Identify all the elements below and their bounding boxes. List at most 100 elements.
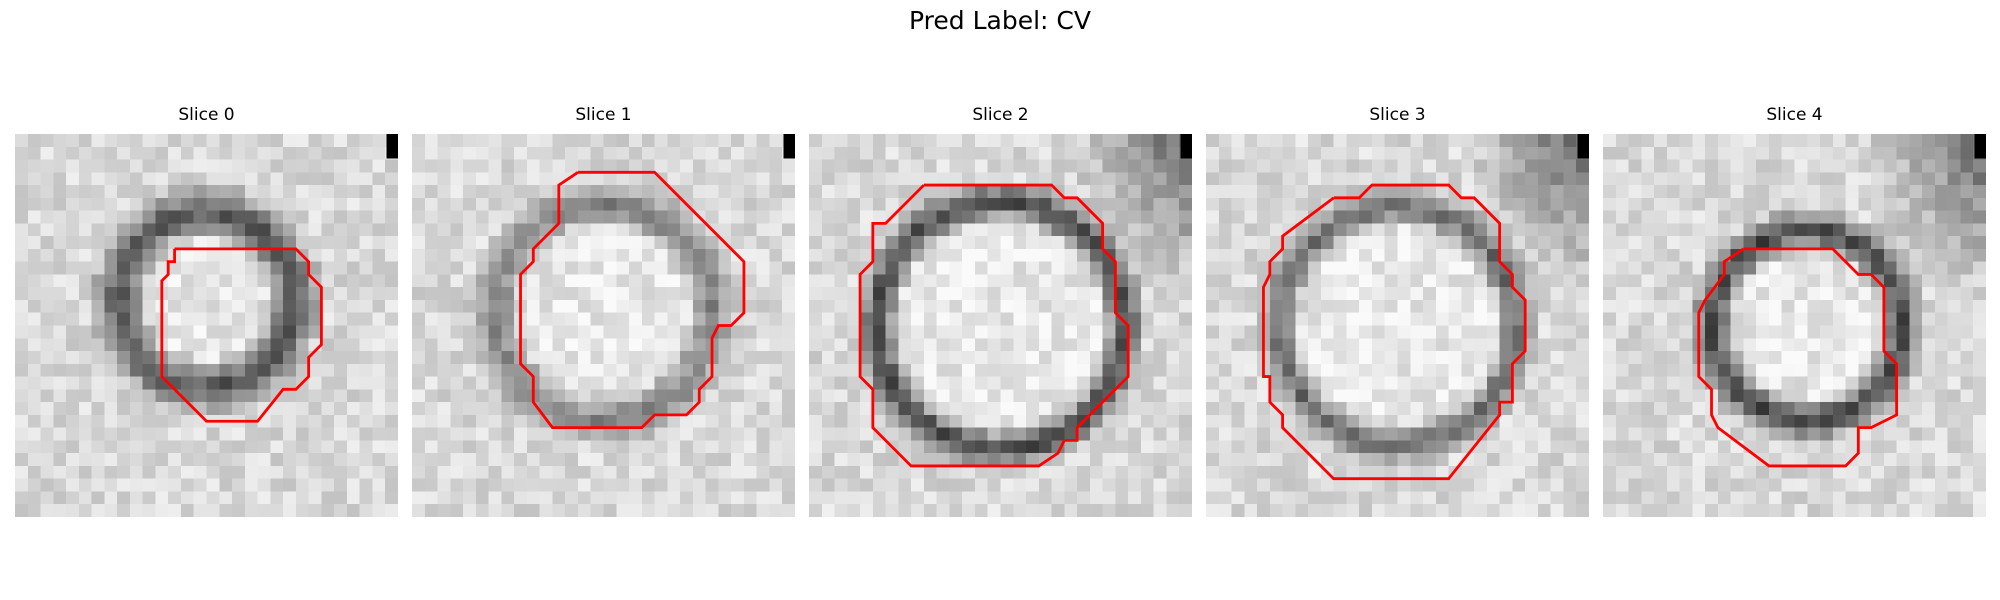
- pixel: [1461, 427, 1475, 441]
- pixel: [1820, 172, 1834, 186]
- pixel: [1077, 363, 1091, 377]
- pixel: [1333, 440, 1347, 454]
- pixel: [974, 248, 988, 262]
- pixel: [1537, 134, 1551, 148]
- pixel: [412, 185, 426, 199]
- pixel: [860, 363, 874, 377]
- pixel: [334, 134, 348, 148]
- pixel: [1550, 402, 1564, 416]
- pixel: [295, 427, 309, 441]
- pixel: [1768, 146, 1782, 160]
- pixel: [1858, 172, 1872, 186]
- pixel: [206, 146, 220, 160]
- pixel: [219, 376, 233, 390]
- pixel: [475, 210, 489, 224]
- pixel: [641, 427, 655, 441]
- pixel: [1179, 465, 1192, 479]
- pixel: [129, 351, 143, 365]
- pixel: [809, 504, 823, 517]
- pixel: [1013, 376, 1027, 390]
- pixel: [66, 261, 80, 275]
- pixel: [1269, 197, 1283, 211]
- pixel: [756, 491, 770, 505]
- pixel: [1320, 287, 1334, 301]
- pixel: [1000, 248, 1014, 262]
- pixel: [1397, 146, 1411, 160]
- pixel: [1845, 351, 1859, 365]
- pixel: [1077, 172, 1091, 186]
- pixel: [949, 402, 963, 416]
- pixel: [1064, 491, 1078, 505]
- pixel: [53, 172, 67, 186]
- pixel: [117, 376, 131, 390]
- pixel: [1692, 453, 1706, 467]
- pixel: [782, 376, 795, 390]
- pixel: [1206, 248, 1220, 262]
- pixel: [1115, 414, 1129, 428]
- pixel: [1026, 223, 1040, 237]
- pixel: [27, 504, 41, 517]
- pixel: [219, 210, 233, 224]
- pixel: [1947, 312, 1961, 326]
- pixel: [1244, 440, 1258, 454]
- pixel: [782, 172, 795, 186]
- pixel: [1525, 236, 1539, 250]
- pixel: [180, 465, 194, 479]
- pixel: [1730, 274, 1744, 288]
- pixel: [1051, 363, 1065, 377]
- pixel: [1257, 427, 1271, 441]
- pixel: [705, 389, 719, 403]
- pixel: [1499, 491, 1513, 505]
- pixel: [1499, 223, 1513, 237]
- pixel: [488, 491, 502, 505]
- pixel: [1922, 197, 1936, 211]
- pixel: [1435, 389, 1449, 403]
- pixel: [1461, 261, 1475, 275]
- pixel: [488, 504, 502, 517]
- pixel: [1295, 287, 1309, 301]
- pixel: [53, 478, 67, 492]
- pixel: [1320, 325, 1334, 339]
- pixel: [1013, 478, 1027, 492]
- pixel: [66, 338, 80, 352]
- pixel: [1115, 478, 1129, 492]
- pixel: [27, 402, 41, 416]
- pixel: [1563, 210, 1577, 224]
- pixel: [155, 504, 169, 517]
- pixel: [1461, 210, 1475, 224]
- pixel: [15, 440, 29, 454]
- pixel: [565, 478, 579, 492]
- pixel: [962, 274, 976, 288]
- pixel: [1166, 287, 1180, 301]
- pixel: [1679, 172, 1693, 186]
- pixel: [219, 351, 233, 365]
- pixel: [1397, 363, 1411, 377]
- pixel: [911, 504, 925, 517]
- pixel: [27, 325, 41, 339]
- pixel: [437, 427, 451, 441]
- pixel: [412, 159, 426, 173]
- pixel: [1871, 299, 1885, 313]
- pixel: [1026, 453, 1040, 467]
- pixel: [1603, 261, 1617, 275]
- pixel: [270, 197, 284, 211]
- pixel: [412, 223, 426, 237]
- pixel: [1794, 197, 1808, 211]
- pixel: [705, 376, 719, 390]
- pixel: [1140, 197, 1154, 211]
- pixel: [743, 465, 757, 479]
- pixel: [847, 389, 861, 403]
- pixel: [501, 134, 515, 148]
- pixel: [1922, 338, 1936, 352]
- pixel: [1947, 185, 1961, 199]
- pixel: [346, 465, 360, 479]
- pixel: [1909, 478, 1923, 492]
- pixel: [1922, 274, 1936, 288]
- pixel: [66, 504, 80, 517]
- pixel: [1206, 312, 1220, 326]
- pixel: [385, 236, 398, 250]
- pixel: [193, 172, 207, 186]
- pixel: [756, 134, 770, 148]
- pixel: [1153, 351, 1167, 365]
- pixel: [1038, 134, 1052, 148]
